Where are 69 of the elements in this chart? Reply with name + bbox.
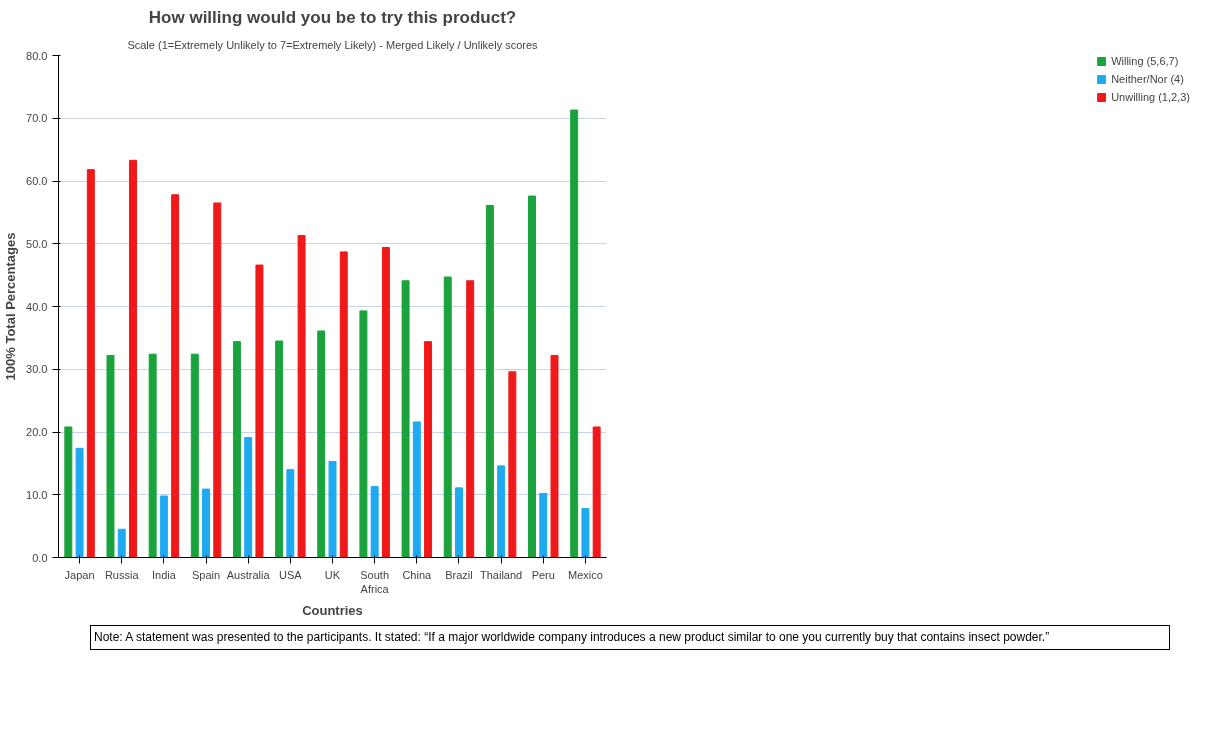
bar bbox=[381, 247, 390, 558]
x-tick-label: USA bbox=[279, 568, 303, 581]
bar bbox=[339, 251, 348, 558]
bar bbox=[466, 280, 475, 558]
bar bbox=[128, 159, 137, 558]
bar bbox=[190, 353, 199, 558]
y-tick-label: 70.0 bbox=[26, 112, 48, 125]
bar bbox=[539, 492, 548, 558]
bar bbox=[213, 202, 222, 558]
bar bbox=[64, 426, 73, 558]
bar bbox=[550, 354, 559, 558]
x-axis-title: Countries bbox=[302, 602, 363, 618]
bar bbox=[317, 330, 326, 558]
chart-subtitle: Scale (1=Extremely Unlikely to 7=Extremely Likely) - Merged Likely / Unlikely scores bbox=[127, 38, 539, 51]
x-tick-label: Brazil bbox=[445, 568, 473, 581]
bar bbox=[297, 235, 306, 558]
legend-label: Neither/Nor (4) bbox=[1111, 73, 1184, 85]
bar bbox=[370, 486, 379, 558]
bar bbox=[286, 469, 295, 558]
legend-label: Unwilling (1,2,3) bbox=[1111, 91, 1190, 103]
bar bbox=[106, 354, 115, 558]
bar bbox=[171, 194, 180, 558]
bar bbox=[485, 204, 494, 558]
bar bbox=[328, 460, 337, 558]
x-tick-label: Peru bbox=[531, 568, 555, 581]
bar bbox=[202, 488, 211, 558]
bar bbox=[117, 528, 126, 558]
x-tick-label: Thailand bbox=[480, 568, 523, 581]
bar bbox=[592, 426, 601, 558]
bar bbox=[275, 340, 284, 558]
x-tick-label: Russia bbox=[104, 568, 140, 581]
x-tick-label: Spain bbox=[191, 568, 221, 581]
bar bbox=[255, 264, 264, 558]
bar bbox=[528, 195, 537, 558]
x-tick-label: South Africa bbox=[360, 568, 390, 595]
bar bbox=[570, 109, 579, 558]
bar bbox=[454, 487, 463, 558]
y-axis-title: 100% Total Percentages bbox=[3, 232, 19, 381]
x-tick-label: China bbox=[402, 568, 433, 581]
y-tick-label: 50.0 bbox=[26, 237, 48, 250]
y-tick-label: 60.0 bbox=[26, 175, 48, 187]
x-tick-label: UK bbox=[324, 568, 341, 581]
y-tick-label: 10.0 bbox=[26, 488, 48, 501]
bar bbox=[443, 276, 452, 558]
y-tick-label: 0.0 bbox=[32, 551, 48, 564]
x-tick-label: Japan bbox=[64, 568, 95, 581]
bar bbox=[159, 495, 168, 558]
bar bbox=[86, 169, 95, 558]
chart-title: How willing would you be to try this product? bbox=[148, 7, 517, 27]
bar bbox=[497, 465, 506, 558]
bar bbox=[148, 353, 157, 558]
y-tick-label: 80.0 bbox=[26, 49, 48, 62]
bar bbox=[75, 447, 84, 558]
bar bbox=[424, 341, 433, 558]
x-tick-label: Australia bbox=[226, 568, 271, 581]
y-tick-label: 30.0 bbox=[26, 363, 48, 376]
text: Note: A statement was presented to the participants. It stated: “If a major worldwide company introduces a new product similar to one you currently buy that contains insect powder.” bbox=[94, 629, 1050, 646]
bar bbox=[508, 371, 517, 558]
bar bbox=[359, 310, 368, 558]
x-tick-label: Mexico bbox=[568, 568, 603, 581]
bar bbox=[232, 341, 241, 558]
x-tick-label: India bbox=[151, 568, 177, 581]
bar bbox=[412, 421, 421, 558]
y-tick-label: 20.0 bbox=[26, 426, 48, 438]
bar bbox=[581, 508, 590, 558]
bar bbox=[244, 437, 253, 558]
bar bbox=[401, 280, 410, 558]
legend-label: Willing (5,6,7) bbox=[1111, 55, 1179, 67]
y-tick-label: 40.0 bbox=[26, 300, 48, 313]
